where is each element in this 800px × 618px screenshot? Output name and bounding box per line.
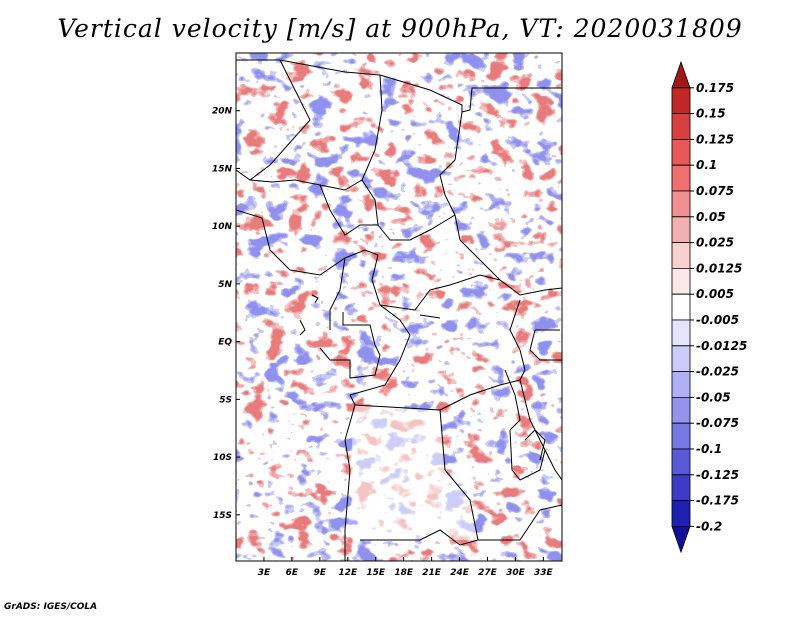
x-tick-label: 21E bbox=[422, 568, 442, 578]
colorbar-swatch bbox=[671, 242, 691, 269]
colorbar-swatch bbox=[671, 293, 691, 321]
colorbar-swatch bbox=[671, 87, 691, 114]
colorbar-swatch bbox=[671, 60, 691, 89]
plot-frame bbox=[235, 52, 563, 562]
chart-title: Vertical velocity [m/s] at 900hPa, VT: 2… bbox=[57, 14, 743, 43]
colorbar-label: 0.005 bbox=[696, 287, 734, 301]
country-borders bbox=[236, 59, 562, 561]
y-tick-label: 5N bbox=[218, 280, 232, 290]
colorbar-label: -0.05 bbox=[696, 390, 731, 404]
colorbar-label: 0.15 bbox=[696, 107, 726, 121]
colorbar-label: -0.125 bbox=[696, 468, 739, 482]
x-tick-label: 18E bbox=[394, 568, 414, 578]
colorbar-label: 0.175 bbox=[696, 81, 734, 95]
colorbar-label: 0.025 bbox=[696, 236, 734, 250]
colorbar-label: -0.075 bbox=[696, 416, 739, 430]
colorbar-swatch bbox=[671, 319, 691, 347]
x-tick-label: 27E bbox=[478, 568, 498, 578]
colorbar-label: -0.0125 bbox=[696, 339, 747, 353]
y-tick-label: 10N bbox=[212, 222, 233, 232]
colorbar-label: 0.05 bbox=[696, 210, 726, 224]
colorbar-swatch bbox=[671, 345, 691, 372]
x-tick-label: 15E bbox=[366, 568, 386, 578]
colorbar-label: -0.025 bbox=[696, 365, 739, 379]
colorbar-label: -0.2 bbox=[696, 519, 722, 533]
colorbar-label: -0.175 bbox=[696, 494, 739, 508]
y-tick-label: 20N bbox=[212, 107, 233, 117]
colorbar-swatch bbox=[671, 422, 691, 450]
x-tick-label: 9E bbox=[314, 568, 327, 578]
y-tick-label: EQ bbox=[218, 338, 232, 348]
colorbar-label: 0.075 bbox=[696, 184, 734, 198]
colorbar-swatch bbox=[671, 164, 691, 192]
colorbar-swatch bbox=[671, 371, 691, 398]
colorbar-label: 0.0125 bbox=[696, 261, 742, 275]
x-axis: 3E 6E 9E 12E 15E 18E 21E 24E 27E 30E 33E bbox=[258, 557, 554, 578]
y-tick-label: 15N bbox=[212, 164, 233, 174]
colorbar-label: 0.1 bbox=[696, 158, 717, 172]
x-tick-label: 33E bbox=[534, 568, 554, 578]
colorbar-swatch bbox=[671, 268, 691, 295]
x-tick-label: 30E bbox=[506, 568, 526, 578]
x-tick-label: 3E bbox=[258, 568, 271, 578]
colorbar-swatch bbox=[671, 190, 691, 218]
colorbar-swatch bbox=[671, 526, 691, 554]
grads-credit: GrADS: IGES/COLA bbox=[4, 602, 98, 612]
colorbar-swatch bbox=[671, 448, 691, 476]
x-tick-label: 24E bbox=[450, 568, 470, 578]
colorbar: 0.175 0.15 0.125 0.1 0.075 0.05 0.025 0.0125 0.0… bbox=[671, 60, 747, 554]
x-tick-label: 6E bbox=[286, 568, 299, 578]
colorbar-label: 0.125 bbox=[696, 132, 734, 146]
colorbar-swatch bbox=[671, 139, 691, 166]
colorbar-swatch bbox=[671, 474, 691, 501]
y-tick-label: 5S bbox=[219, 395, 232, 405]
y-tick-label: 10S bbox=[213, 453, 232, 463]
y-axis: 20N 15N 10N 5N EQ 5S 10S 15S bbox=[212, 107, 240, 521]
y-tick-label: 15S bbox=[213, 511, 232, 521]
colorbar-swatch bbox=[671, 113, 691, 140]
colorbar-label: -0.1 bbox=[696, 442, 722, 456]
colorbar-swatch bbox=[671, 216, 691, 243]
colorbar-label: -0.005 bbox=[696, 313, 739, 327]
x-tick-label: 12E bbox=[338, 568, 358, 578]
velocity-field bbox=[236, 53, 562, 561]
colorbar-swatch bbox=[671, 500, 691, 527]
colorbar-swatch bbox=[671, 397, 691, 424]
